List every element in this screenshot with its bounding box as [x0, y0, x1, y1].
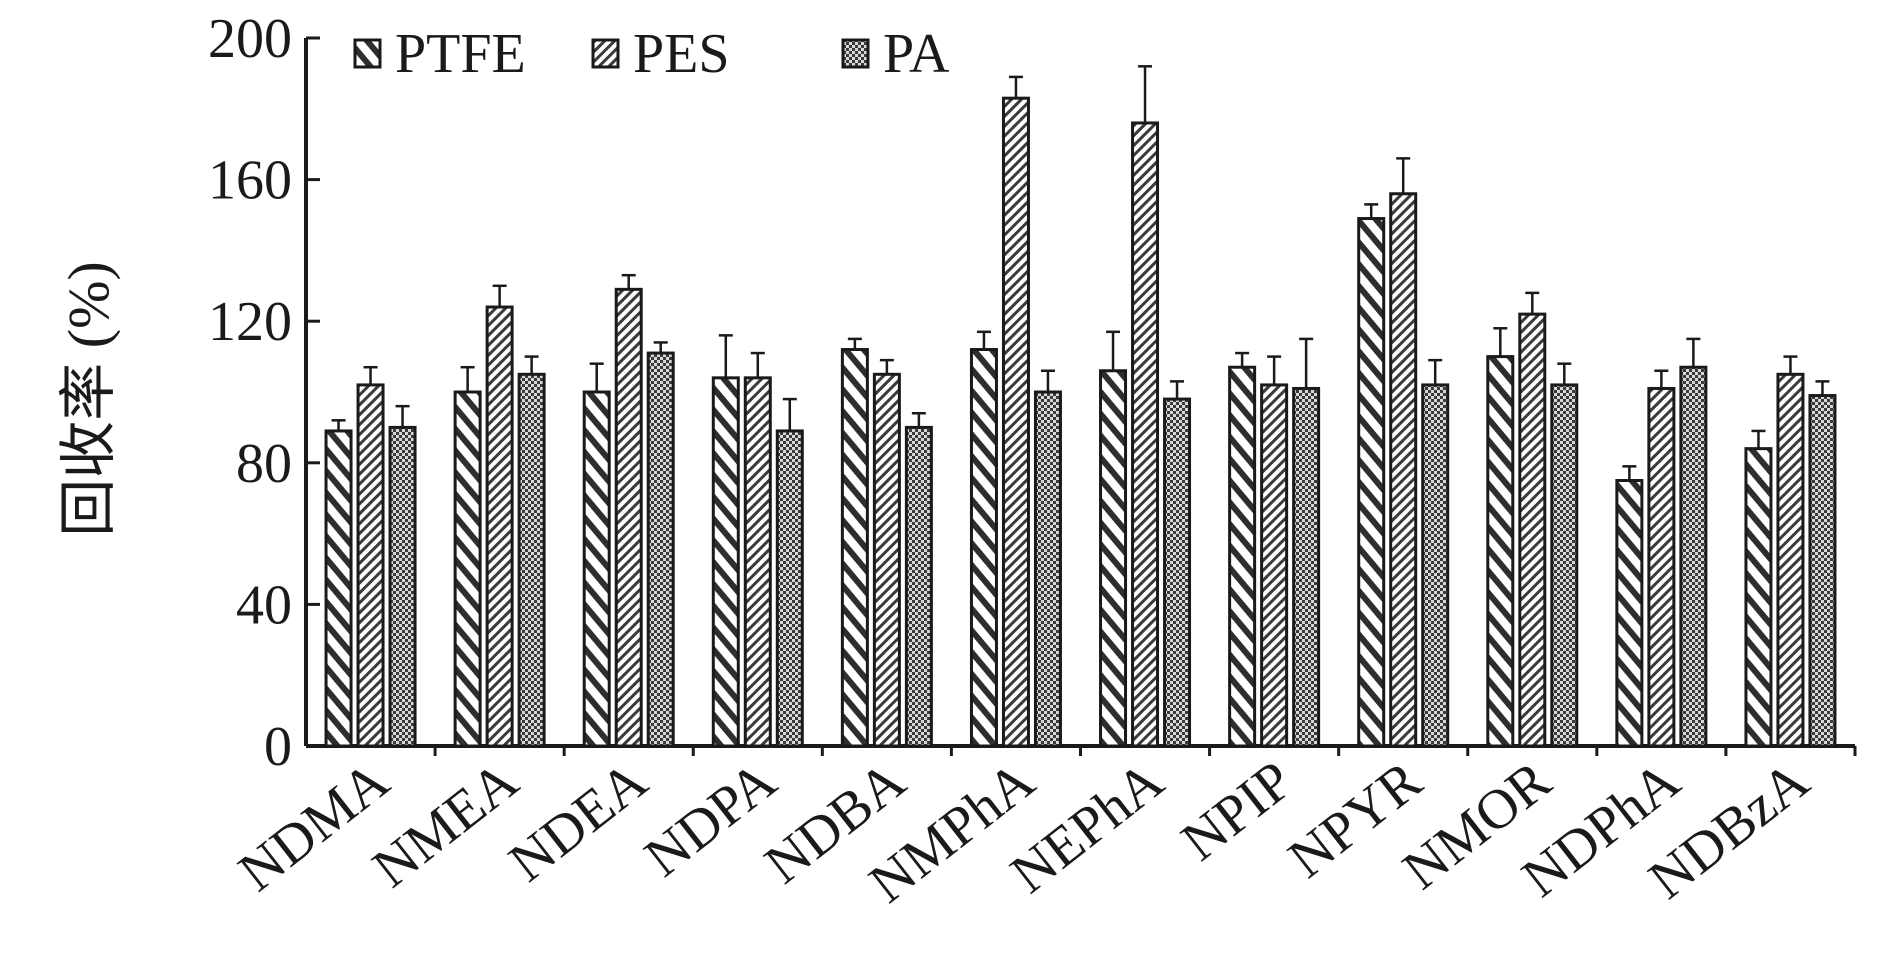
bar-pa — [646, 351, 675, 748]
bar-ptfe — [969, 348, 998, 748]
y-axis-label: 回收率 (%) — [56, 261, 121, 536]
bar-pa — [1550, 383, 1579, 748]
bar-ptfe — [1099, 369, 1128, 748]
bar-pa — [1292, 386, 1321, 748]
bar-pa — [1163, 397, 1192, 748]
legend-swatch-pa — [841, 38, 870, 69]
y-tick-label: 0 — [264, 716, 292, 778]
bar-ptfe — [1486, 355, 1515, 748]
bar-pes — [356, 383, 385, 748]
bar-ptfe — [711, 376, 740, 748]
bar-pes — [1131, 121, 1160, 748]
y-tick-label: 200 — [208, 8, 292, 70]
bar-pa — [388, 425, 417, 748]
x-category-label: NMEA — [362, 749, 531, 900]
bar-pes — [614, 287, 643, 748]
bar-pa — [1679, 365, 1708, 748]
bar-pes — [1776, 372, 1805, 748]
x-category-label: NEPhA — [1000, 749, 1176, 905]
bar-ptfe — [840, 348, 869, 748]
bar-pa — [1421, 383, 1450, 748]
legend-swatch-ptfe — [353, 38, 382, 69]
x-category-label: NDPA — [634, 749, 789, 889]
y-tick-label: 80 — [236, 433, 292, 495]
bar-ptfe — [582, 390, 611, 748]
bar-pa — [775, 429, 804, 748]
legend-swatch-pes — [591, 38, 620, 69]
bar-pes — [743, 376, 772, 748]
x-category-label: NDEA — [498, 749, 659, 894]
x-category-label: NDMA — [228, 749, 401, 904]
bar-pes — [872, 372, 901, 748]
legend-label-ptfe: PTFE — [395, 23, 526, 85]
bar-ptfe — [1228, 365, 1257, 748]
bar-pes — [1389, 192, 1418, 748]
bar-pa — [517, 372, 546, 748]
bar-pa — [1033, 390, 1062, 748]
bar-ptfe — [324, 429, 353, 748]
bar-ptfe — [1615, 479, 1644, 748]
legend-label-pa: PA — [883, 23, 950, 85]
y-tick-label: 40 — [236, 574, 292, 636]
bar-ptfe — [1357, 217, 1386, 748]
bar-pes — [1260, 383, 1289, 748]
bar-ptfe — [453, 390, 482, 748]
bar-pes — [1001, 96, 1030, 748]
x-category-label: NPIP — [1170, 749, 1304, 873]
y-tick-label: 160 — [208, 150, 292, 212]
y-tick-label: 120 — [208, 291, 292, 353]
legend-label-pes: PES — [633, 23, 730, 85]
bar-ptfe — [1744, 447, 1773, 748]
bar-pa — [904, 425, 933, 748]
bar-pa — [1808, 394, 1837, 748]
bar-pes — [485, 305, 514, 748]
bar-pes — [1518, 312, 1547, 748]
bar-pes — [1647, 386, 1676, 748]
